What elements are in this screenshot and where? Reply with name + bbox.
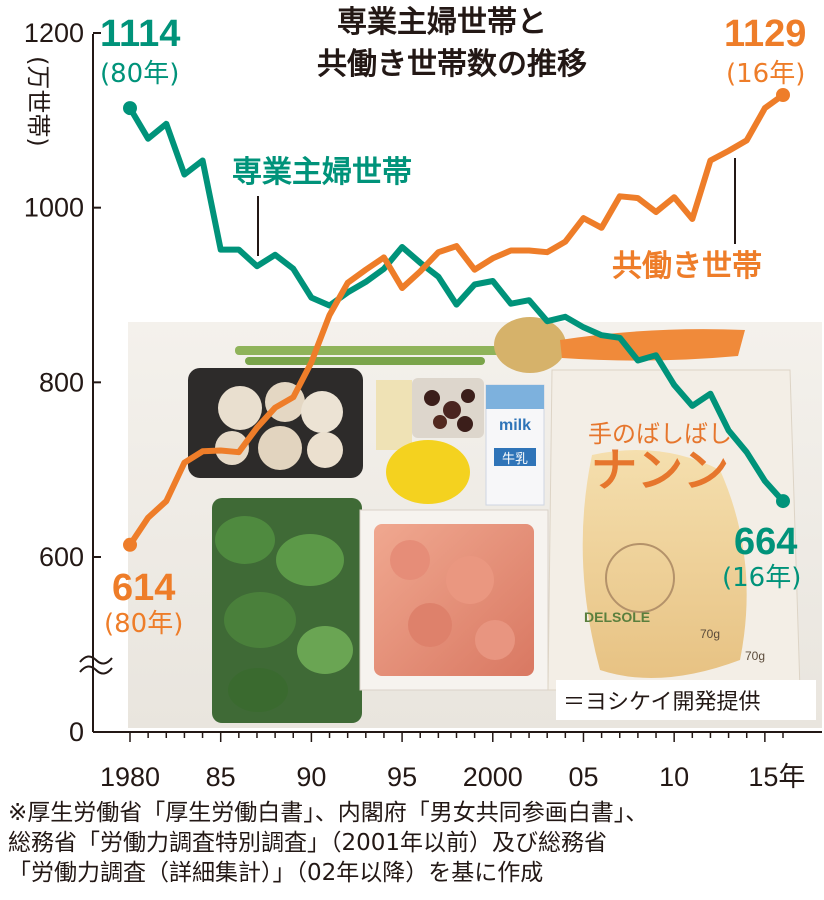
food-kit-photo: milk 牛乳 手のばしばし ナンン xyxy=(128,317,822,728)
photo-credit: ＝ヨシケイ開発提供 xyxy=(563,690,761,715)
cheese-pack-image xyxy=(376,380,412,450)
axis-break-mark xyxy=(79,655,113,675)
green-start-year: (80年) xyxy=(100,59,179,89)
series-layer xyxy=(123,88,790,552)
axes: 0 600 800 1000 1200 1980 85 90 95 2000 05 10 15年 (万… xyxy=(24,18,822,792)
x-tick-label: 2000 xyxy=(463,762,523,792)
dual-income-start-point xyxy=(123,537,137,552)
y-tick-label: 0 xyxy=(69,717,84,747)
naan-tagline: 手のばしばし xyxy=(588,420,732,448)
orange-series-label: 共働き世帯 xyxy=(612,249,762,284)
green-end-value: 664 xyxy=(734,521,797,563)
x-ticks: 1980 85 90 95 2000 05 10 15年 xyxy=(100,732,805,792)
raisins-image xyxy=(412,378,484,438)
orange-start-value: 614 xyxy=(112,567,175,609)
green-start-value: 1114 xyxy=(100,13,180,55)
chart-title-line-1: 専業主婦世帯と xyxy=(337,5,547,40)
x-tick-label: 85 xyxy=(206,762,236,792)
milk-label: milk xyxy=(499,417,531,434)
source-line-2: 総務省「労働力調査特別調査」（2001年以前）及び総務省 xyxy=(8,830,608,856)
x-tick-label: 15年 xyxy=(748,762,805,792)
milk-carton-image: milk 牛乳 xyxy=(485,384,545,506)
housewife-end-point xyxy=(776,494,790,509)
orange-end-year: (16年) xyxy=(726,59,805,89)
housewife-household-line xyxy=(127,105,786,505)
y-ticks: 0 600 800 1000 1200 xyxy=(24,18,101,747)
asparagus-image xyxy=(235,346,500,365)
weight-label-1: 70g xyxy=(700,627,720,641)
salad-greens-image xyxy=(212,498,362,723)
x-tick-label: 90 xyxy=(296,762,326,792)
chart-title-line-2: 共働き世帯数の推移 xyxy=(317,47,587,82)
mascot-face-image xyxy=(605,543,675,613)
y-tick-label: 1000 xyxy=(24,193,84,223)
y-tick-label: 600 xyxy=(39,542,84,572)
x-tick-label: 1980 xyxy=(100,762,160,792)
naan-bag-image: 手のばしばし ナンン DELSOLE 70g 70g xyxy=(547,369,801,691)
dual-income-end-point xyxy=(776,88,790,103)
x-tick-label: 95 xyxy=(387,762,417,792)
delsole-logo: DELSOLE xyxy=(584,609,650,625)
y-tick-label: 1200 xyxy=(24,18,84,48)
source-note: ※厚生労働省「厚生労働白書」、内閣府「男女共同参画白書」、 総務省「労働力調査特… xyxy=(8,798,820,888)
weight-label-2: 70g xyxy=(745,649,765,663)
orange-start-year: (80年) xyxy=(104,609,183,639)
milk-kanji-label: 牛乳 xyxy=(502,452,528,467)
x-tick-label: 05 xyxy=(568,762,598,792)
naan-brand-name: ナンン xyxy=(591,443,729,497)
mushroom-tray-image xyxy=(188,368,363,478)
green-series-label: 専業主婦世帯 xyxy=(232,155,412,190)
chicken-tray-image xyxy=(359,509,549,691)
x-tick-label: 10 xyxy=(659,762,689,792)
dual-income-household-line xyxy=(127,92,786,548)
housewife-start-point xyxy=(123,101,137,116)
green-end-year: (16年) xyxy=(722,563,801,593)
unit-label: (万世帯) xyxy=(24,56,52,147)
lemon-image xyxy=(386,440,470,504)
y-tick-label: 800 xyxy=(39,367,84,397)
source-line-1: ※厚生労働省「厚生労働白書」、内閣府「男女共同参画白書」、 xyxy=(8,800,649,826)
photo-credit-box xyxy=(556,680,816,720)
potato-image xyxy=(494,317,566,373)
orange-end-value: 1129 xyxy=(724,13,806,55)
source-line-3: 「労働力調査（詳細集計）」（02年以降）を基に作成 xyxy=(8,860,544,886)
chart: milk 牛乳 手のばしばし ナンン xyxy=(24,5,822,792)
